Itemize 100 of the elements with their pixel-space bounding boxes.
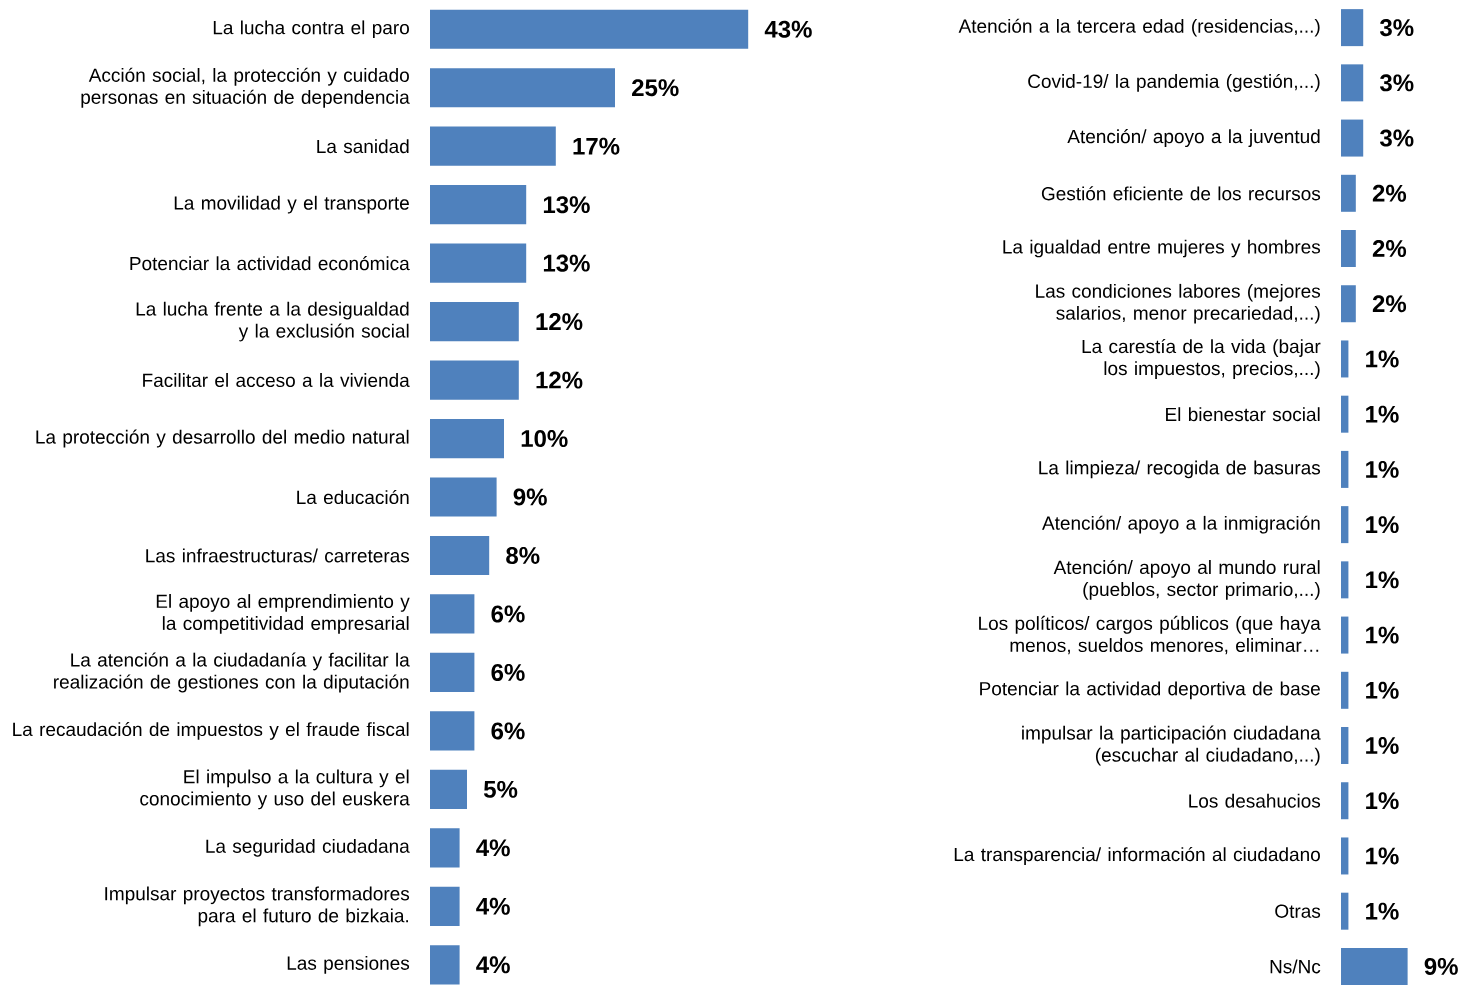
bar [430,418,504,459]
y-tick-label: Atención/ apoyo a la juventud [1067,129,1320,148]
data-label: 13% [543,196,590,214]
data-label: 1% [1366,902,1399,920]
bar [430,535,490,576]
bar [1341,119,1364,157]
y-tick-label: Atención/ apoyo a la inmigración [1042,515,1320,534]
y-tick-label: Los desahucios [1189,793,1321,808]
y-tick-label: La lucha contra el paro [213,20,409,39]
data-label: 9% [1424,957,1458,975]
data-label: 1% [1366,847,1399,865]
data-label: 1% [1366,516,1399,534]
bar [1341,230,1356,268]
y-tick-label: La seguridad ciudadana [206,838,410,857]
y-tick-label: Otras [1275,904,1321,918]
bar [1341,395,1349,433]
y-tick-label: La igualdad entre mujeres y hombres [1003,239,1321,258]
bar [430,594,475,634]
y-tick-label: impulsar la participación ciudadana (escuchar al ciudadano,...) [1022,725,1321,766]
data-label: 1% [1366,571,1399,589]
bar [430,886,460,926]
bar [430,769,467,809]
y-tick-label: Las condiciones labores (mejores salarios, menor precariedad,...) [1036,283,1321,324]
bar [430,477,497,517]
y-tick-label: La atención a la ciudadanía y facilitar la realización de gestiones con la diputación [54,652,410,693]
bar [1341,506,1349,544]
data-label: 12% [536,371,583,389]
data-label: 43% [764,20,812,38]
bar [430,185,527,225]
data-label: 6% [491,722,525,740]
bar [430,711,475,751]
y-tick-label: Acción social, la protección y cuidado personas en situación de dependencia [81,67,410,108]
bar [1341,782,1349,820]
y-tick-label: El impulso a la cultura y el conocimiento y uso del euskera [140,769,410,810]
bar [1341,671,1349,709]
y-tick-label: La limpieza/ recogida de basuras [1039,460,1321,479]
data-label: 6% [491,605,525,623]
y-tick-label: Covid-19/ la pandemia (gestión,...) [1028,73,1320,92]
y-tick-label: Las pensiones [287,955,410,974]
data-label: 5% [483,780,518,798]
y-tick-label: Facilitar el acceso a la vivienda [143,373,410,388]
bar [1341,64,1364,102]
bar [430,652,475,693]
y-tick-label: La protección y desarrollo del medio natural [36,429,409,448]
y-tick-label: Los políticos/ cargos públicos (que haya menos, sueldos menores, eliminar… [979,615,1321,655]
data-label: 3% [1379,74,1414,92]
data-label: 3% [1379,19,1414,37]
data-label: 1% [1366,460,1399,478]
data-label: 3% [1379,129,1414,147]
bar [1341,616,1349,654]
bar [430,9,749,49]
y-tick-label: Impulsar proyectos transformadores para el futuro de bizkaia. [105,886,410,927]
y-tick-label: La movilidad y el transporte [174,195,409,214]
y-tick-label: El apoyo al emprendimiento y la competitividad empresarial [156,594,410,634]
data-label: 8% [506,546,540,564]
y-tick-label: La sanidad [317,139,409,154]
y-tick-label: Potenciar la actividad deportiva de base [980,681,1320,700]
bar [430,126,556,166]
data-label: 4% [476,956,510,974]
y-tick-label: Atención a la tercera edad (residencias,...) [958,18,1320,37]
y-tick-label: La transparencia/ información al ciudadano [954,847,1320,865]
data-label: 9% [513,488,547,506]
bar [1341,9,1364,47]
y-tick-label: La recaudación de impuestos y el fraude fiscal [13,721,409,740]
data-label: 4% [476,897,510,915]
data-label: 1% [1366,792,1399,810]
y-tick-label: La educación [297,489,409,505]
bar [1341,837,1349,875]
data-label: 1% [1366,350,1399,368]
y-tick-label: Las infraestructuras/ carreteras [146,548,410,563]
bar [430,828,460,868]
y-tick-label: Potenciar la actividad económica [130,256,410,271]
data-label: 1% [1366,681,1399,699]
bar [1341,727,1349,765]
data-label: 25% [632,79,679,97]
data-label: 2% [1372,240,1407,257]
y-tick-label: La lucha frente a la desigualdad y la exclusión social [136,301,409,342]
bar [430,360,519,400]
data-label: 13% [543,254,590,272]
bar [1341,450,1349,488]
y-tick-label: Ns/Nc [1270,959,1321,974]
data-label: 2% [1372,184,1407,202]
data-label: 12% [536,313,583,331]
bar [1341,892,1349,930]
bar [430,945,460,985]
bar [1341,285,1356,323]
bar [1341,174,1356,212]
bar [430,68,615,108]
data-label: 1% [1366,405,1399,423]
bar [1341,561,1349,599]
data-label: 17% [573,137,620,155]
data-label: 4% [476,839,510,857]
data-label: 1% [1366,626,1399,644]
data-label: 10% [521,430,568,448]
data-label: 1% [1366,737,1399,754]
y-tick-label: Atención/ apoyo al mundo rural (pueblos, sector primario,...) [1053,559,1320,600]
bar [1341,340,1349,378]
y-tick-label: Gestión eficiente de los recursos [1041,186,1321,201]
y-tick-label: El bienestar social [1166,407,1320,422]
data-label: 6% [491,663,525,681]
